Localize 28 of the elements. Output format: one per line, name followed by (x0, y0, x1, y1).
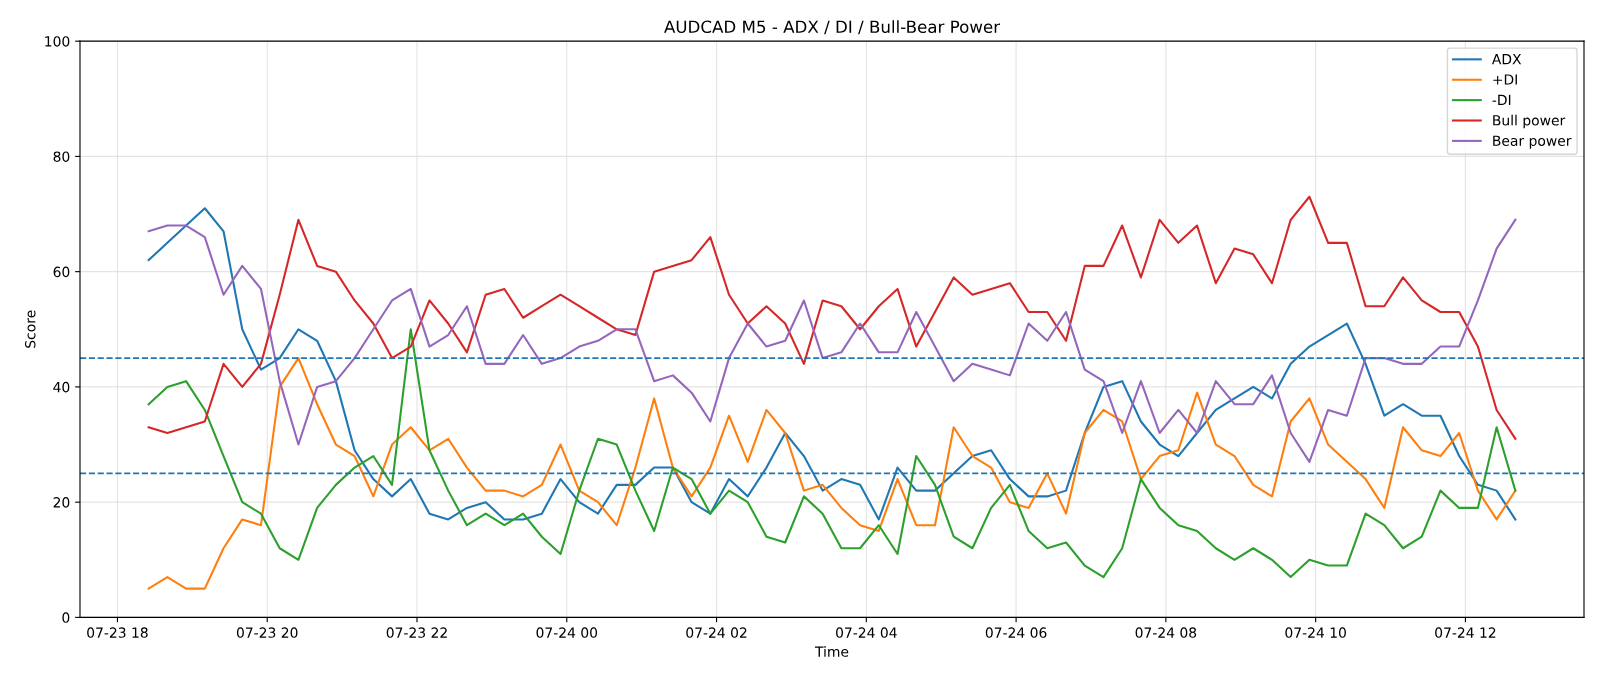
x-tick-label: 07-23 20 (236, 627, 298, 638)
y-tick-label: 80 (53, 151, 70, 162)
x-tick-label: 07-23 22 (386, 627, 447, 638)
x-axis-title: Time (814, 646, 849, 657)
y-axis-title: Score (25, 310, 36, 348)
y-tick-label: 60 (53, 266, 70, 278)
legend-label: +DI (1493, 74, 1517, 85)
line-series (147, 195, 1517, 440)
line-series (147, 218, 1517, 463)
x-tick-label: 07-24 00 (536, 627, 598, 638)
x-tick-label: 07-24 02 (686, 627, 747, 638)
line-series (147, 328, 1517, 579)
y-tick-label: 40 (53, 381, 70, 393)
x-tick-label: 07-24 04 (836, 627, 897, 638)
chart-title: AUDCAD M5 - ADX / DI / Bull-Bear Power (664, 20, 1001, 35)
y-tick-label: 100 (45, 36, 70, 47)
legend-label: -DI (1492, 94, 1511, 105)
x-tick-label: 07-23 18 (87, 627, 148, 638)
legend-label: ADX (1491, 54, 1522, 65)
y-tick-label: 20 (53, 497, 70, 508)
x-tick-label: 07-24 08 (1135, 627, 1197, 638)
y-tick-label: 0 (62, 612, 70, 623)
line-series (147, 357, 1517, 590)
x-tick-label: 07-24 12 (1435, 627, 1496, 638)
x-tick-label: 07-24 06 (985, 627, 1047, 638)
x-tick-label: 07-24 10 (1285, 627, 1346, 638)
legend-label: Bear power (1493, 135, 1572, 149)
legend-label: Bull power (1493, 114, 1566, 129)
